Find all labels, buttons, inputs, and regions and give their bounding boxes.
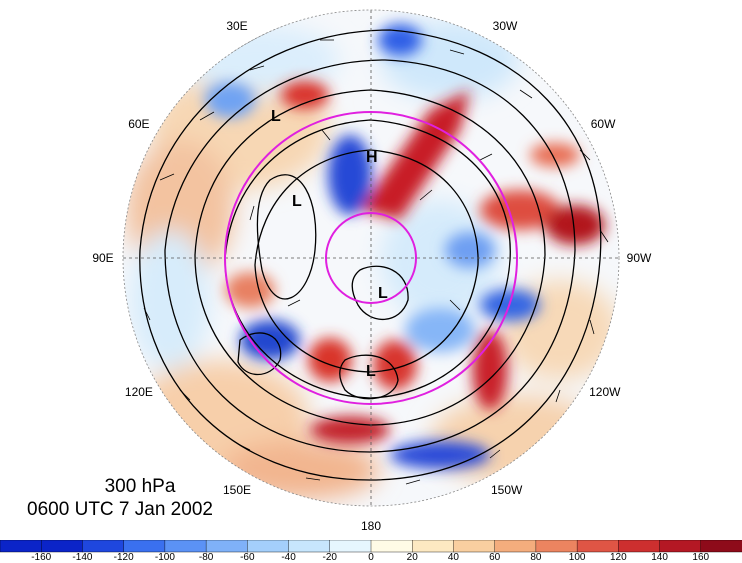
colorbar-tick-label: 60 — [489, 552, 501, 563]
colorbar-tick-label: -140 — [72, 552, 93, 563]
colorbar-swatch — [329, 540, 372, 553]
colorbar-swatch — [576, 540, 620, 553]
longitude-label: 60W — [590, 117, 616, 131]
low-center-label: L — [292, 193, 302, 210]
colorbar-swatch — [618, 540, 661, 553]
pressure-level-label: 300 hPa — [104, 476, 176, 497]
latitude-circles — [224, 111, 518, 405]
colorbar-swatch — [535, 540, 578, 553]
map-disk — [123, 10, 619, 506]
strong-anomalies — [205, 24, 605, 469]
colorbar-tick-label: -160 — [31, 552, 52, 563]
colorbar-swatch — [123, 540, 166, 553]
colorbar-swatch — [453, 540, 496, 553]
longitude-label: 120E — [124, 385, 153, 399]
colorbar-swatch — [700, 540, 742, 553]
longitude-label: 90E — [92, 251, 114, 265]
colorbar-tick-label: 100 — [568, 552, 586, 563]
colorbar-tick-label: -60 — [240, 552, 255, 563]
longitude-label: 120W — [589, 385, 621, 399]
longitude-label: 90W — [626, 251, 652, 265]
colorbar-swatch — [164, 540, 207, 553]
low-center-label: L — [366, 363, 376, 380]
high-center-label: H — [366, 149, 378, 166]
colorbar-tick-label: 40 — [447, 552, 459, 563]
colorbar — [0, 540, 742, 553]
wind-barbs — [143, 39, 609, 485]
colorbar-swatch — [41, 540, 84, 553]
colorbar-tick-label: 20 — [406, 552, 418, 563]
colorbar-tick-label: 120 — [609, 552, 627, 563]
colorbar-tick-label: 160 — [692, 552, 710, 563]
colorbar-tick-label: 0 — [368, 552, 374, 563]
low-center-label: L — [271, 108, 281, 125]
colorbar-swatch — [659, 540, 702, 553]
colorbar-swatch — [82, 540, 125, 553]
colorbar-tick-label: 140 — [651, 552, 668, 563]
colorbar-tick-label: -80 — [198, 552, 214, 563]
colorbar-tick-label: 80 — [530, 552, 542, 563]
colorbar-swatch — [288, 540, 331, 553]
colorbar-swatch — [247, 540, 290, 553]
longitude-label: 150E — [223, 483, 252, 498]
low-center-label: L — [378, 285, 388, 302]
longitude-label: 60E — [128, 117, 150, 131]
colorbar-swatch — [494, 540, 537, 553]
colorbar-tick-label: -20 — [322, 552, 337, 563]
valid-time-label: 0600 UTC 7 Jan 2002 — [27, 499, 213, 520]
colorbar-tick-label: -120 — [113, 552, 134, 563]
colorbar-swatch — [370, 540, 413, 553]
graticule — [123, 10, 619, 506]
colorbar-tick-label: -100 — [154, 552, 175, 563]
colorbar-swatch — [0, 540, 42, 553]
longitude-label: 150W — [491, 483, 523, 498]
longitude-label: 30W — [492, 18, 518, 33]
longitude-label: 180 — [360, 519, 382, 533]
colorbar-swatch — [205, 540, 249, 553]
map-boundary — [122, 9, 620, 507]
colorbar-swatch — [412, 540, 455, 553]
longitude-label: 30E — [226, 18, 248, 33]
colorbar-tick-label: -40 — [281, 552, 296, 563]
